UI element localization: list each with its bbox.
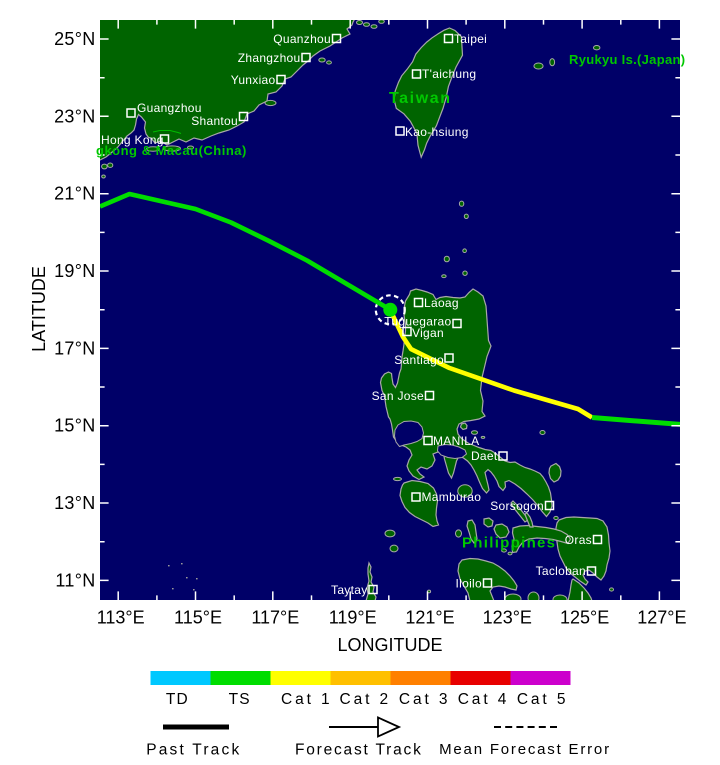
svg-text:Yunxiao: Yunxiao <box>231 73 276 87</box>
svg-text:Daet: Daet <box>471 449 498 463</box>
svg-text:Tuguegarao: Tuguegarao <box>384 315 451 329</box>
svg-text:Mean Forecast Error: Mean Forecast Error <box>439 741 611 758</box>
svg-text:115°E: 115°E <box>174 608 222 628</box>
svg-text:23°N: 23°N <box>54 106 95 126</box>
svg-text:gkong & Macau(China): gkong & Macau(China) <box>96 143 247 158</box>
svg-text:21°N: 21°N <box>54 184 95 204</box>
svg-text:Hong Kong: Hong Kong <box>101 133 164 147</box>
svg-text:Cat 4: Cat 4 <box>458 691 510 708</box>
svg-text:Laoag: Laoag <box>424 296 459 310</box>
svg-text:125°E: 125°E <box>560 608 609 628</box>
svg-text:15°N: 15°N <box>54 416 95 436</box>
svg-text:Mamburao: Mamburao <box>422 490 482 504</box>
svg-text:Kao-hsiung: Kao-hsiung <box>405 125 469 139</box>
svg-text:Taytay: Taytay <box>331 583 367 597</box>
svg-text:Sorsogon: Sorsogon <box>490 499 544 513</box>
svg-text:MANILA: MANILA <box>433 434 479 448</box>
svg-text:121°E: 121°E <box>405 608 454 628</box>
svg-text:Taipei: Taipei <box>454 32 487 46</box>
svg-text:119°E: 119°E <box>329 608 377 628</box>
svg-text:TD: TD <box>166 691 189 708</box>
svg-text:11°N: 11°N <box>55 570 95 590</box>
svg-text:T'aichung: T'aichung <box>422 67 476 81</box>
svg-text:Tacloban: Tacloban <box>536 564 586 578</box>
svg-text:Zhangzhou: Zhangzhou <box>238 51 301 65</box>
svg-text:Quanzhou: Quanzhou <box>273 32 331 46</box>
svg-text:LATITUDE: LATITUDE <box>29 266 49 352</box>
svg-text:17°N: 17°N <box>54 338 95 358</box>
svg-text:Iloilo: Iloilo <box>456 577 483 591</box>
svg-text:113°E: 113°E <box>97 608 145 628</box>
svg-text:Ryukyu Is.(Japan): Ryukyu Is.(Japan) <box>569 52 685 67</box>
svg-text:Cat 5: Cat 5 <box>517 691 569 708</box>
svg-text:Guangzhou: Guangzhou <box>137 101 202 115</box>
svg-text:Past Track: Past Track <box>146 742 241 759</box>
svg-text:25°N: 25°N <box>54 29 95 49</box>
svg-text:Cat 3: Cat 3 <box>399 691 451 708</box>
svg-text:San Jose: San Jose <box>372 389 424 403</box>
svg-text:Shantou: Shantou <box>191 114 238 128</box>
svg-text:Philippines: Philippines <box>462 535 556 552</box>
svg-text:Santiago: Santiago <box>394 353 444 367</box>
svg-text:LONGITUDE: LONGITUDE <box>337 635 442 655</box>
svg-text:Oras: Oras <box>565 533 592 547</box>
svg-text:Taiwan: Taiwan <box>389 90 452 107</box>
svg-text:117°E: 117°E <box>251 608 299 628</box>
svg-text:123°E: 123°E <box>483 608 532 628</box>
svg-text:Cat 1: Cat 1 <box>281 691 333 708</box>
svg-text:Vigan: Vigan <box>412 326 444 340</box>
svg-text:Forecast Track: Forecast Track <box>295 742 423 759</box>
svg-text:13°N: 13°N <box>54 493 95 513</box>
svg-text:19°N: 19°N <box>54 261 95 281</box>
svg-text:127°E: 127°E <box>637 608 686 628</box>
svg-text:TS: TS <box>229 691 251 708</box>
svg-text:Cat 2: Cat 2 <box>340 691 392 708</box>
